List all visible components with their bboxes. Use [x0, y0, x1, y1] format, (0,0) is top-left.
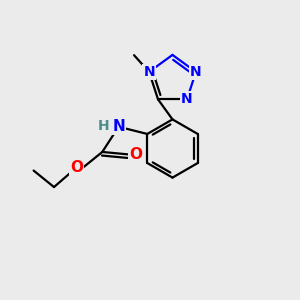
Text: N: N: [190, 65, 202, 79]
Text: N: N: [181, 92, 193, 106]
Text: O: O: [70, 160, 83, 175]
Text: N: N: [112, 119, 125, 134]
Text: H: H: [98, 118, 110, 133]
Text: O: O: [129, 147, 142, 162]
Text: N: N: [143, 65, 155, 79]
